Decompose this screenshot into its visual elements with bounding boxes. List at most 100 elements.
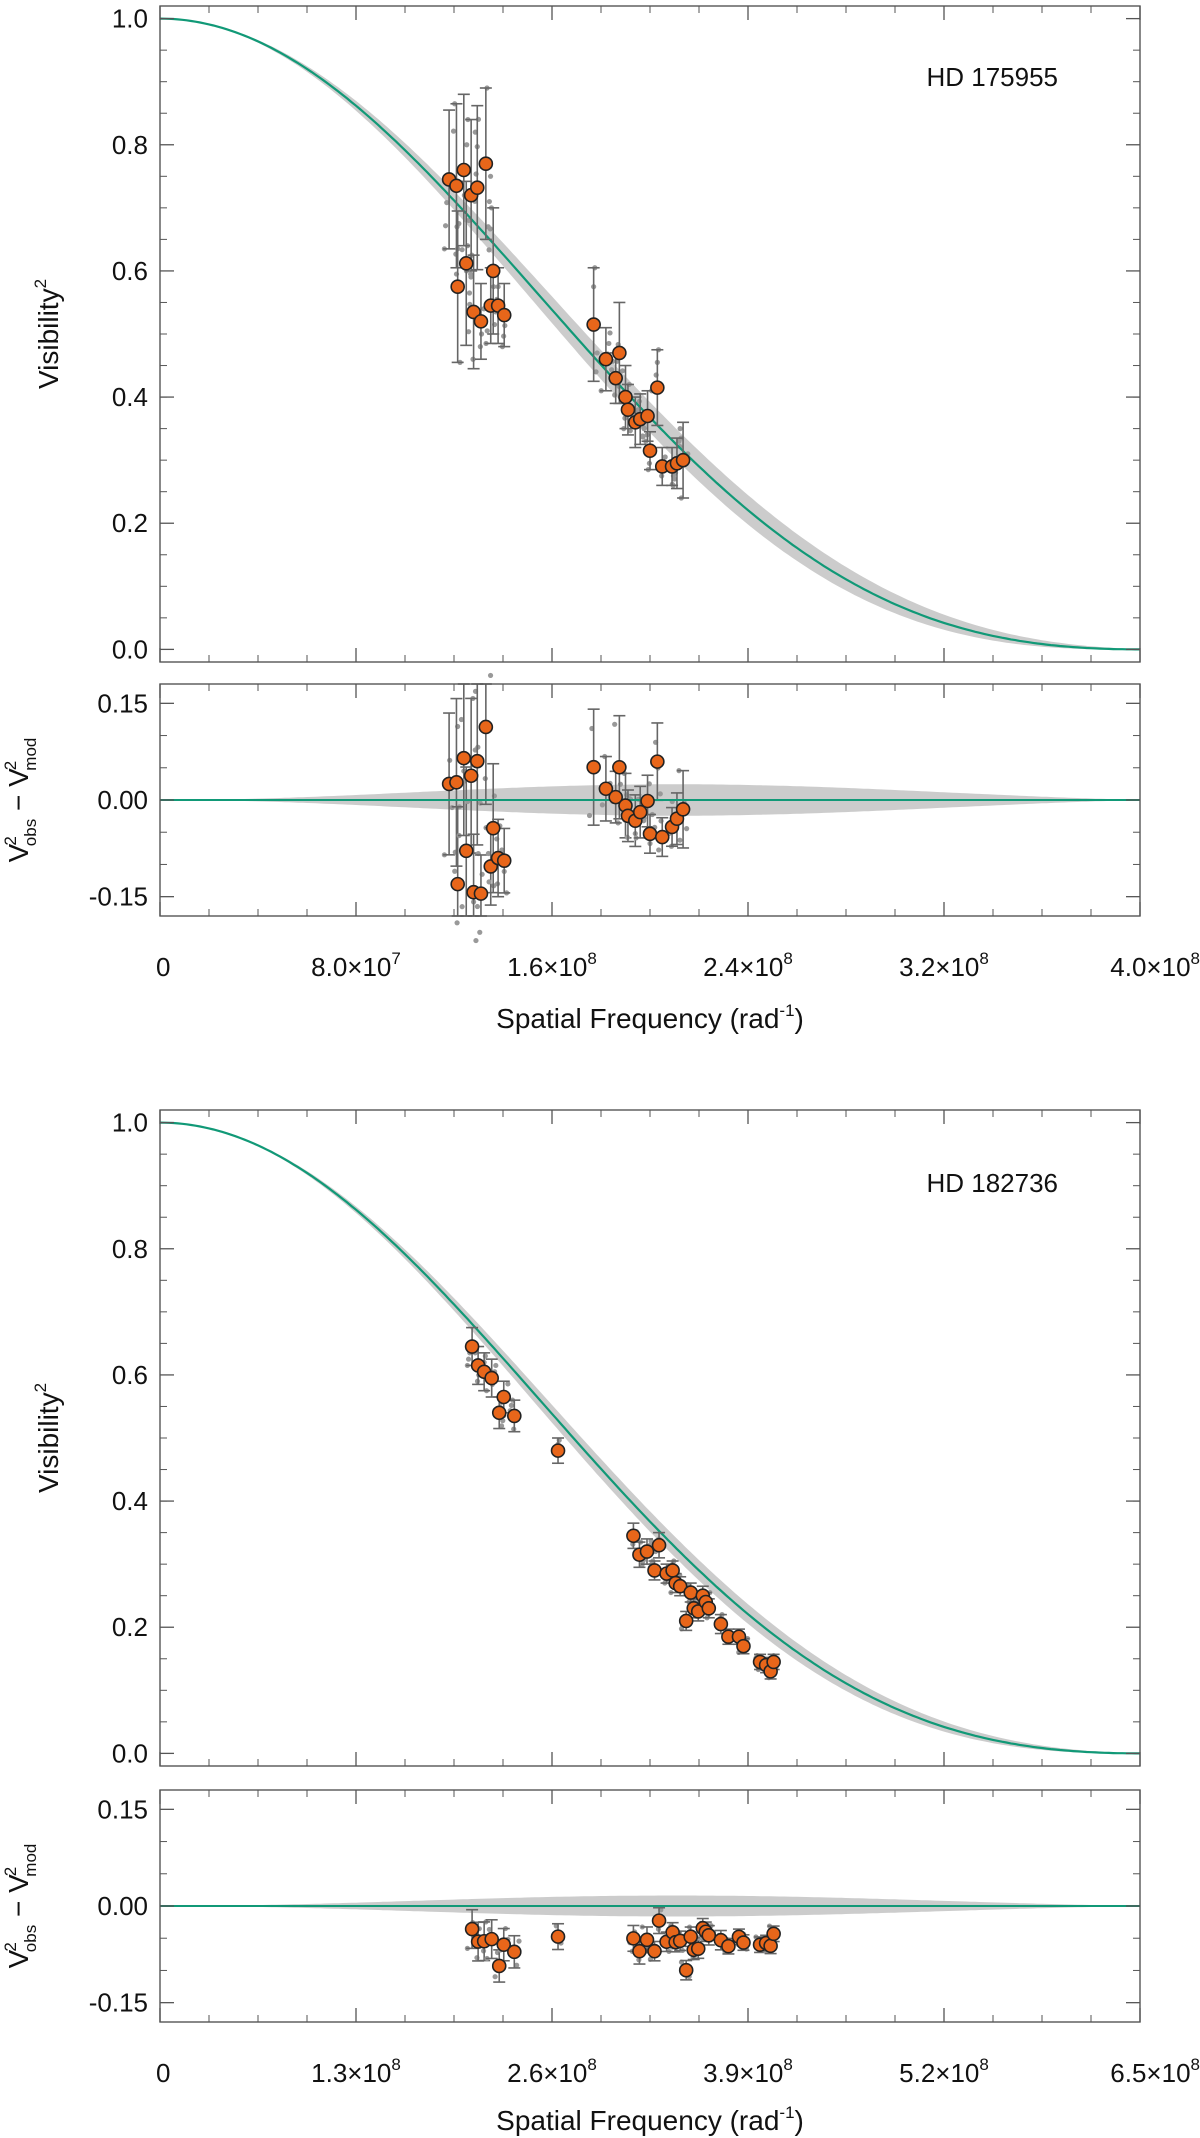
raw-data-dot bbox=[486, 198, 492, 205]
residual-point bbox=[478, 719, 494, 735]
data-point bbox=[484, 1370, 499, 1386]
x-axis-title: Spatial Frequency (rad-1) bbox=[496, 1001, 804, 1034]
data-point bbox=[586, 317, 601, 332]
x-tick-label: 6.5×108 bbox=[1110, 2055, 1200, 2088]
data-point bbox=[651, 1537, 667, 1553]
raw-data-dot bbox=[498, 1423, 505, 1429]
raw-data-dot bbox=[459, 247, 465, 253]
residual-point bbox=[701, 1928, 717, 1943]
residual-panel: -0.15 0.00 0.15 V2obs − V2mod 0 1.3×108 2.6×10… bbox=[1, 1789, 1200, 2136]
y-tick-label: 0.0 bbox=[112, 634, 148, 664]
x-tick-label: 8.0×107 bbox=[311, 949, 401, 982]
y-tick-label: 0.8 bbox=[112, 1234, 148, 1264]
residual-raw-dot bbox=[452, 868, 458, 874]
residual-raw-dot bbox=[684, 826, 690, 832]
x-tick-label: 1.3×108 bbox=[311, 2055, 401, 2088]
residual-point bbox=[496, 1937, 512, 1952]
residual-point bbox=[736, 1935, 751, 1950]
residual-y-tick-label: 0.15 bbox=[97, 688, 148, 718]
residual-point bbox=[608, 789, 624, 805]
uncertainty-band bbox=[160, 1122, 1140, 1754]
data-point bbox=[496, 1389, 512, 1405]
residual-raw-dot bbox=[454, 920, 460, 926]
residual-point bbox=[485, 820, 501, 836]
data-point bbox=[496, 307, 512, 323]
y-tick-label: 0.8 bbox=[112, 130, 148, 160]
panel-hd175955: 0.0 0.2 0.4 0.6 0.8 1.0 Visibility2 HD 175955 -0… bbox=[1, 4, 1200, 1034]
data-point bbox=[618, 389, 633, 405]
residual-raw-dot bbox=[486, 879, 492, 885]
residual-raw-dot bbox=[599, 802, 605, 808]
data-point bbox=[736, 1638, 751, 1654]
y-tick-label: 0.4 bbox=[112, 382, 148, 412]
residual-raw-dot bbox=[516, 1938, 522, 1944]
y-tick-label: 0.6 bbox=[112, 256, 148, 286]
residual-point bbox=[612, 759, 627, 775]
data-point bbox=[469, 180, 485, 195]
model-curve bbox=[159, 17, 1140, 651]
residual-point bbox=[507, 1944, 522, 1960]
data-point bbox=[713, 1616, 729, 1632]
residual-point bbox=[675, 801, 691, 817]
residual-raw-dot bbox=[492, 1974, 498, 1980]
data-point bbox=[598, 351, 614, 367]
data-point bbox=[478, 156, 494, 171]
raw-data-dot bbox=[487, 226, 493, 232]
residual-point bbox=[647, 1943, 662, 1959]
x-tick-label: 1.6×108 bbox=[507, 949, 597, 982]
raw-data-dot bbox=[594, 350, 600, 356]
x-tick-label: 3.9×108 bbox=[703, 2055, 793, 2088]
residual-y-tick-label: 0.00 bbox=[97, 1891, 148, 1921]
residual-raw-dot bbox=[473, 937, 479, 944]
residual-raw-dot bbox=[485, 850, 491, 857]
data-point bbox=[639, 1544, 655, 1559]
x-axis-title: Spatial Frequency (rad-1) bbox=[496, 2103, 804, 2136]
raw-data-dot bbox=[450, 128, 457, 134]
raw-data-dot bbox=[593, 369, 599, 375]
residual-point bbox=[683, 1929, 699, 1945]
y-tick-label: 0.0 bbox=[112, 1738, 148, 1768]
y-tick-label: 0.2 bbox=[112, 508, 148, 538]
raw-data-dot bbox=[627, 428, 633, 434]
raw-data-dot bbox=[468, 271, 474, 277]
y-axis-title: Visibility2 bbox=[31, 1383, 64, 1493]
data-point bbox=[464, 1339, 480, 1354]
data-point bbox=[642, 443, 658, 458]
raw-data-dot bbox=[619, 368, 626, 374]
residual-point bbox=[598, 781, 614, 797]
residual-point bbox=[586, 759, 601, 775]
data-point bbox=[766, 1654, 781, 1670]
data-point bbox=[473, 314, 489, 329]
model-curve bbox=[159, 1121, 1140, 1755]
data-point bbox=[491, 1405, 507, 1421]
raw-data-dot bbox=[466, 329, 472, 335]
y-tick-label: 0.4 bbox=[112, 1486, 148, 1516]
raw-data-dot bbox=[607, 330, 613, 336]
residual-point bbox=[639, 1932, 655, 1948]
raw-data-dot bbox=[487, 173, 494, 179]
data-point bbox=[675, 452, 691, 468]
y-axis-title: Visibility2 bbox=[31, 279, 64, 389]
y-tick-label: 0.2 bbox=[112, 1612, 148, 1642]
x-tick-label: 5.2×108 bbox=[899, 2055, 989, 2088]
raw-data-dot bbox=[505, 1381, 511, 1387]
residual-raw-dot bbox=[474, 903, 481, 910]
residual-raw-dot bbox=[486, 1926, 492, 1933]
data-point bbox=[456, 162, 472, 178]
residual-raw-dot bbox=[612, 721, 618, 727]
y-tick-label: 1.0 bbox=[112, 1108, 148, 1138]
residual-point bbox=[678, 1962, 694, 1978]
y-tick-label: 0.6 bbox=[112, 1360, 148, 1390]
y-tick-label: 1.0 bbox=[112, 4, 148, 34]
residual-y-tick-label: 0.15 bbox=[97, 1794, 148, 1824]
data-point bbox=[612, 345, 627, 361]
residual-raw-dot bbox=[656, 847, 662, 853]
residual-point bbox=[654, 829, 670, 845]
star-label: HD 182736 bbox=[926, 1168, 1058, 1198]
x-tick-label: 0 bbox=[156, 2058, 170, 2088]
data-point bbox=[672, 1578, 688, 1594]
residual-y-axis-title: V2obs − V2mod bbox=[1, 738, 40, 863]
raw-data-dot bbox=[608, 367, 615, 373]
x-tick-label: 2.6×108 bbox=[507, 2055, 597, 2088]
